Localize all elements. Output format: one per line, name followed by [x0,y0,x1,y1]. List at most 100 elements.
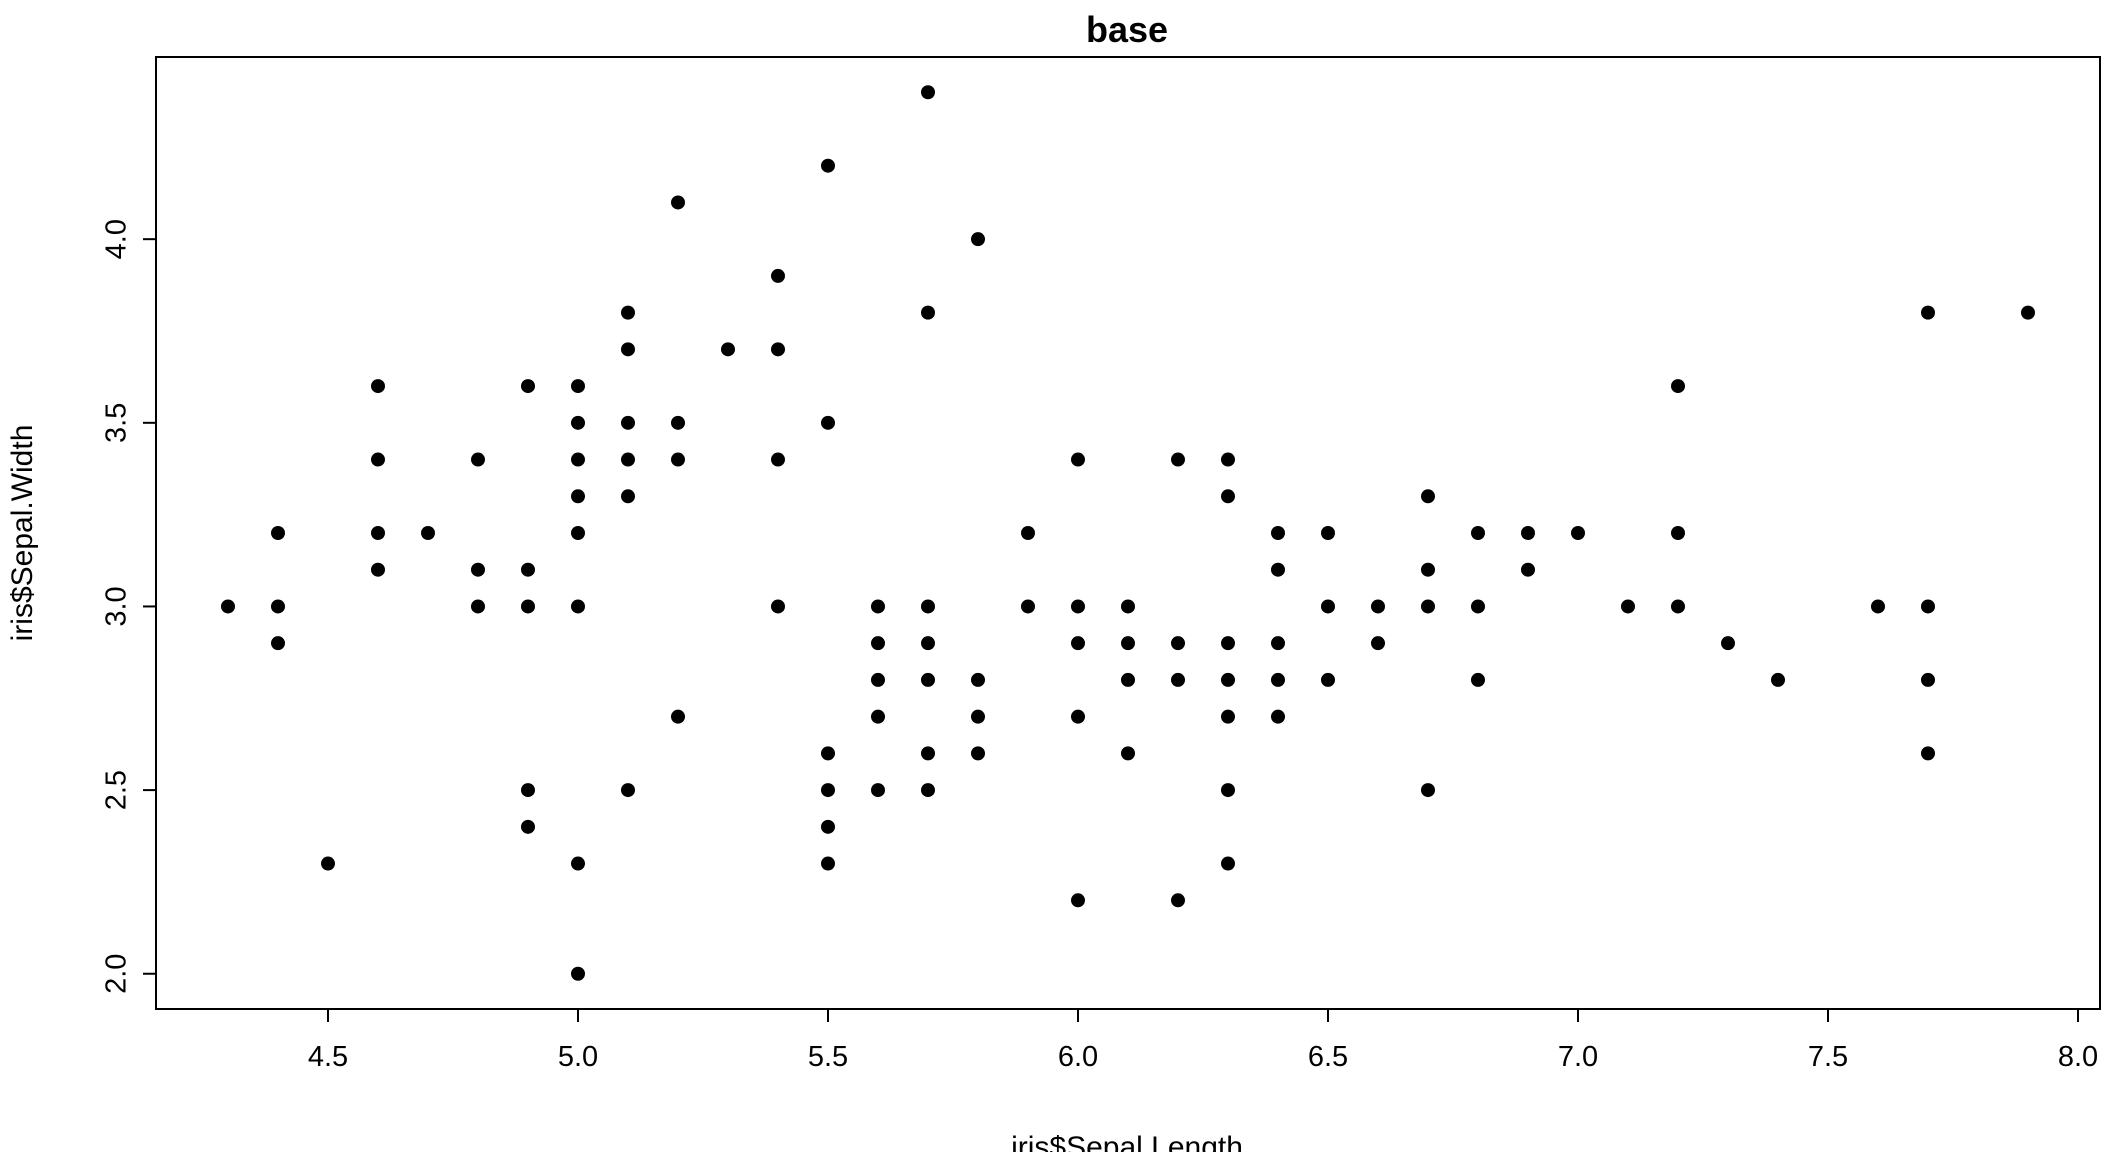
data-point [1921,746,1935,761]
data-point [1321,599,1335,614]
data-point [1571,526,1585,540]
data-point [621,783,635,798]
x-tick-label: 7.0 [1558,1041,1598,1073]
data-point [921,636,935,651]
data-point [521,562,535,577]
y-tick-label: 3.0 [101,586,133,626]
x-tick-label: 7.5 [1808,1041,1848,1073]
x-tick-label: 5.0 [558,1041,598,1073]
data-point [471,562,485,577]
data-point [571,966,585,981]
data-point [621,415,635,430]
data-point [521,783,535,798]
data-point [1221,636,1235,651]
data-point [1671,526,1685,540]
data-point [1471,526,1485,540]
data-point [821,158,835,173]
data-point [271,636,285,651]
data-point [871,783,885,798]
y-tick-label: 4.0 [101,219,133,259]
data-point [821,415,835,430]
data-point [1771,672,1785,687]
data-point [671,195,685,210]
data-point [771,599,785,614]
data-point [671,452,685,467]
data-point [1921,599,1935,614]
data-point [1021,526,1035,540]
y-tick-label: 3.5 [101,403,133,443]
data-point [571,526,585,540]
data-point [921,305,935,320]
data-point [1171,636,1185,651]
data-point [1071,452,1085,467]
y-tick-label: 2.0 [101,954,133,994]
data-point [871,599,885,614]
data-point [1171,452,1185,467]
data-point [571,452,585,467]
data-point [771,268,785,283]
data-point [921,783,935,798]
data-point [821,819,835,834]
data-point [471,452,485,467]
data-point [1671,379,1685,394]
y-tick-label: 2.5 [101,770,133,810]
data-point [621,489,635,504]
data-point [271,526,285,540]
data-point [371,562,385,577]
data-point [1271,526,1285,540]
data-point [921,85,935,100]
data-point [1721,636,1735,651]
data-point [821,856,835,871]
data-point [1221,783,1235,798]
x-axis-label: iris$Sepal.Length [1011,1131,1243,1152]
x-tick-label: 6.5 [1308,1041,1348,1073]
data-point [971,746,985,761]
data-point [1871,599,1885,614]
data-point [871,672,885,687]
data-point [571,856,585,871]
data-point [1021,599,1035,614]
data-point [671,415,685,430]
data-points [221,85,2035,981]
data-point [521,819,535,834]
data-point [871,709,885,724]
data-point [571,379,585,394]
data-point [621,305,635,320]
data-point [721,342,735,357]
data-point [1071,599,1085,614]
y-axis: 2.0 2.5 3.0 3.5 4.0 [101,219,157,994]
x-tick-label: 4.5 [308,1041,348,1073]
data-point [1471,599,1485,614]
data-point [621,452,635,467]
data-point [1521,562,1535,577]
data-point [1221,856,1235,871]
data-point [1471,672,1485,687]
data-point [521,379,535,394]
data-point [571,489,585,504]
data-point [1321,672,1335,687]
data-point [971,709,985,724]
x-tick-label: 8.0 [2058,1041,2098,1073]
x-tick-label: 6.0 [1058,1041,1098,1073]
data-point [921,672,935,687]
data-point [571,599,585,614]
data-point [1371,599,1385,614]
data-point [1921,672,1935,687]
data-point [1121,672,1135,687]
data-point [1521,526,1535,540]
data-point [1171,893,1185,908]
data-point [921,599,935,614]
data-point [371,526,385,540]
data-point [571,415,585,430]
data-point [1071,636,1085,651]
chart-title: base [1086,9,1168,50]
data-point [321,856,335,871]
data-point [671,709,685,724]
data-point [771,452,785,467]
data-point [471,599,485,614]
data-point [921,746,935,761]
data-point [271,599,285,614]
x-tick-label: 5.5 [808,1041,848,1073]
data-point [971,232,985,247]
